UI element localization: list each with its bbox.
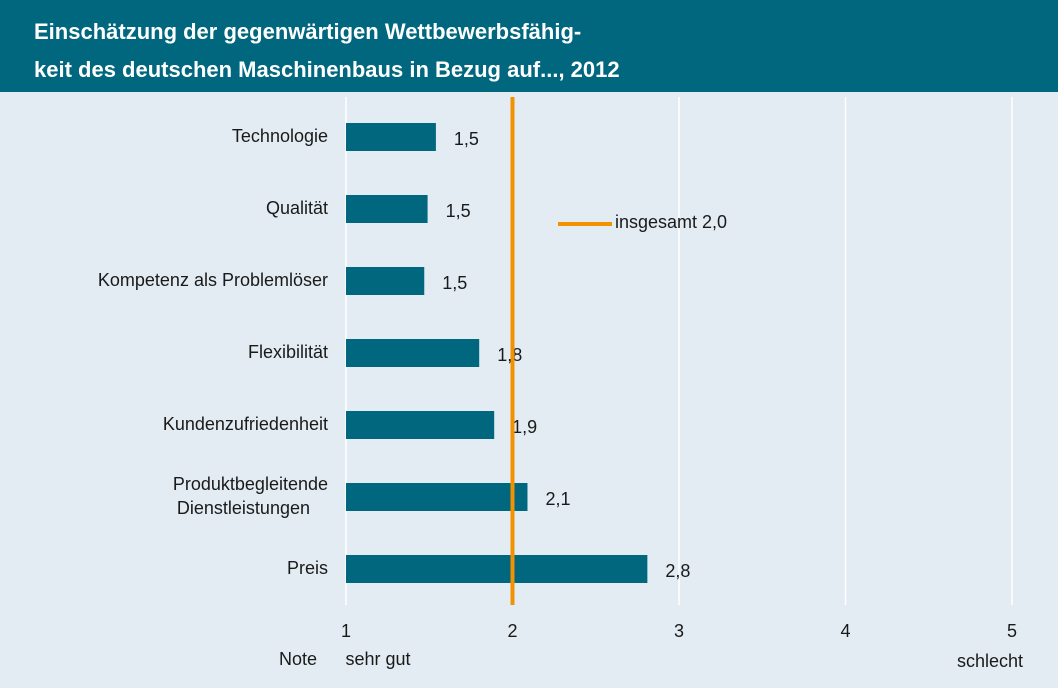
x-tick-label: 1 <box>341 621 351 641</box>
y-tick-label: Kompetenz als Problemlöser <box>98 270 328 290</box>
x-tick-label: 5 <box>1007 621 1017 641</box>
axis-high-note: schlecht <box>957 651 1023 671</box>
y-tick-label: Preis <box>287 558 328 578</box>
bar <box>346 339 480 367</box>
bar <box>346 483 528 511</box>
y-tick-label: Kundenzufriedenheit <box>163 414 328 434</box>
x-tick-label: 3 <box>674 621 684 641</box>
data-label: 1,5 <box>446 201 471 221</box>
chart-title: keit des deutschen Maschinenbaus in Bezu… <box>34 57 620 82</box>
y-tick-label: Technologie <box>232 126 328 146</box>
axis-low-note: sehr gut <box>345 649 410 669</box>
bar <box>346 555 648 583</box>
data-label: 2,8 <box>665 561 690 581</box>
data-label: 1,5 <box>442 273 467 293</box>
x-tick-label: 2 <box>507 621 517 641</box>
x-tick-label: 4 <box>840 621 850 641</box>
data-label: 1,5 <box>454 129 479 149</box>
data-label: 1,8 <box>497 345 522 365</box>
bar <box>346 411 495 439</box>
data-label: 2,1 <box>545 489 570 509</box>
bar <box>346 195 428 223</box>
plot-background <box>0 92 1058 688</box>
y-tick-label: Qualität <box>266 198 328 218</box>
bar <box>346 267 425 295</box>
legend-label: insgesamt 2,0 <box>615 212 727 232</box>
axis-unit: Note <box>279 649 317 669</box>
chart-title: Einschätzung der gegenwärtigen Wettbewer… <box>34 19 581 44</box>
y-tick-label: Flexibilität <box>248 342 328 362</box>
data-label: 1,9 <box>512 417 537 437</box>
bar <box>346 123 436 151</box>
header-band <box>0 0 1058 92</box>
y-tick-label: Produktbegleitende Dienstleistungen <box>173 474 328 518</box>
